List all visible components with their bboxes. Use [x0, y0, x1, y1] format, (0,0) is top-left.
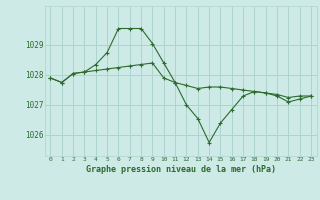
X-axis label: Graphe pression niveau de la mer (hPa): Graphe pression niveau de la mer (hPa) — [86, 165, 276, 174]
